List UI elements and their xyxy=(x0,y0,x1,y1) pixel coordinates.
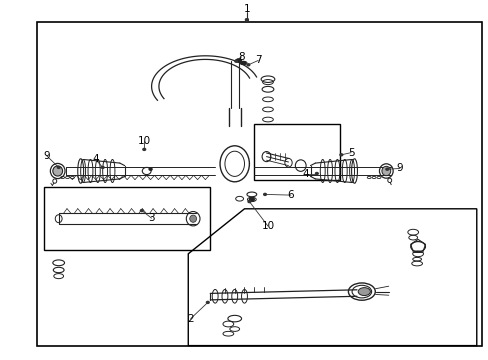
Circle shape xyxy=(245,19,248,21)
Circle shape xyxy=(315,172,318,175)
Text: 9: 9 xyxy=(396,163,403,174)
Circle shape xyxy=(246,64,249,66)
Circle shape xyxy=(245,19,248,21)
Text: 8: 8 xyxy=(238,52,244,62)
Ellipse shape xyxy=(53,166,62,176)
Circle shape xyxy=(206,301,209,303)
Circle shape xyxy=(234,60,237,62)
Ellipse shape xyxy=(381,166,390,176)
Bar xyxy=(44,187,210,250)
Circle shape xyxy=(249,198,254,201)
Ellipse shape xyxy=(189,215,196,222)
Text: 2: 2 xyxy=(187,314,194,324)
Text: 1: 1 xyxy=(243,4,250,14)
Circle shape xyxy=(241,62,245,64)
Text: 10: 10 xyxy=(138,136,150,146)
Text: 4: 4 xyxy=(302,168,308,179)
Circle shape xyxy=(247,201,250,203)
Text: 7: 7 xyxy=(254,55,261,66)
Circle shape xyxy=(385,168,388,170)
Circle shape xyxy=(101,166,104,168)
Ellipse shape xyxy=(357,288,370,296)
Circle shape xyxy=(263,193,266,195)
Circle shape xyxy=(57,166,60,168)
Circle shape xyxy=(339,154,342,156)
Bar xyxy=(254,124,339,180)
Circle shape xyxy=(142,148,145,150)
Circle shape xyxy=(149,168,152,170)
Circle shape xyxy=(140,210,143,212)
Text: 9: 9 xyxy=(43,150,50,161)
Text: 10: 10 xyxy=(261,221,274,231)
Circle shape xyxy=(236,59,240,62)
Text: 3: 3 xyxy=(148,213,155,223)
Text: 6: 6 xyxy=(287,190,294,200)
Text: 5: 5 xyxy=(347,148,354,158)
Text: 4: 4 xyxy=(92,154,99,164)
